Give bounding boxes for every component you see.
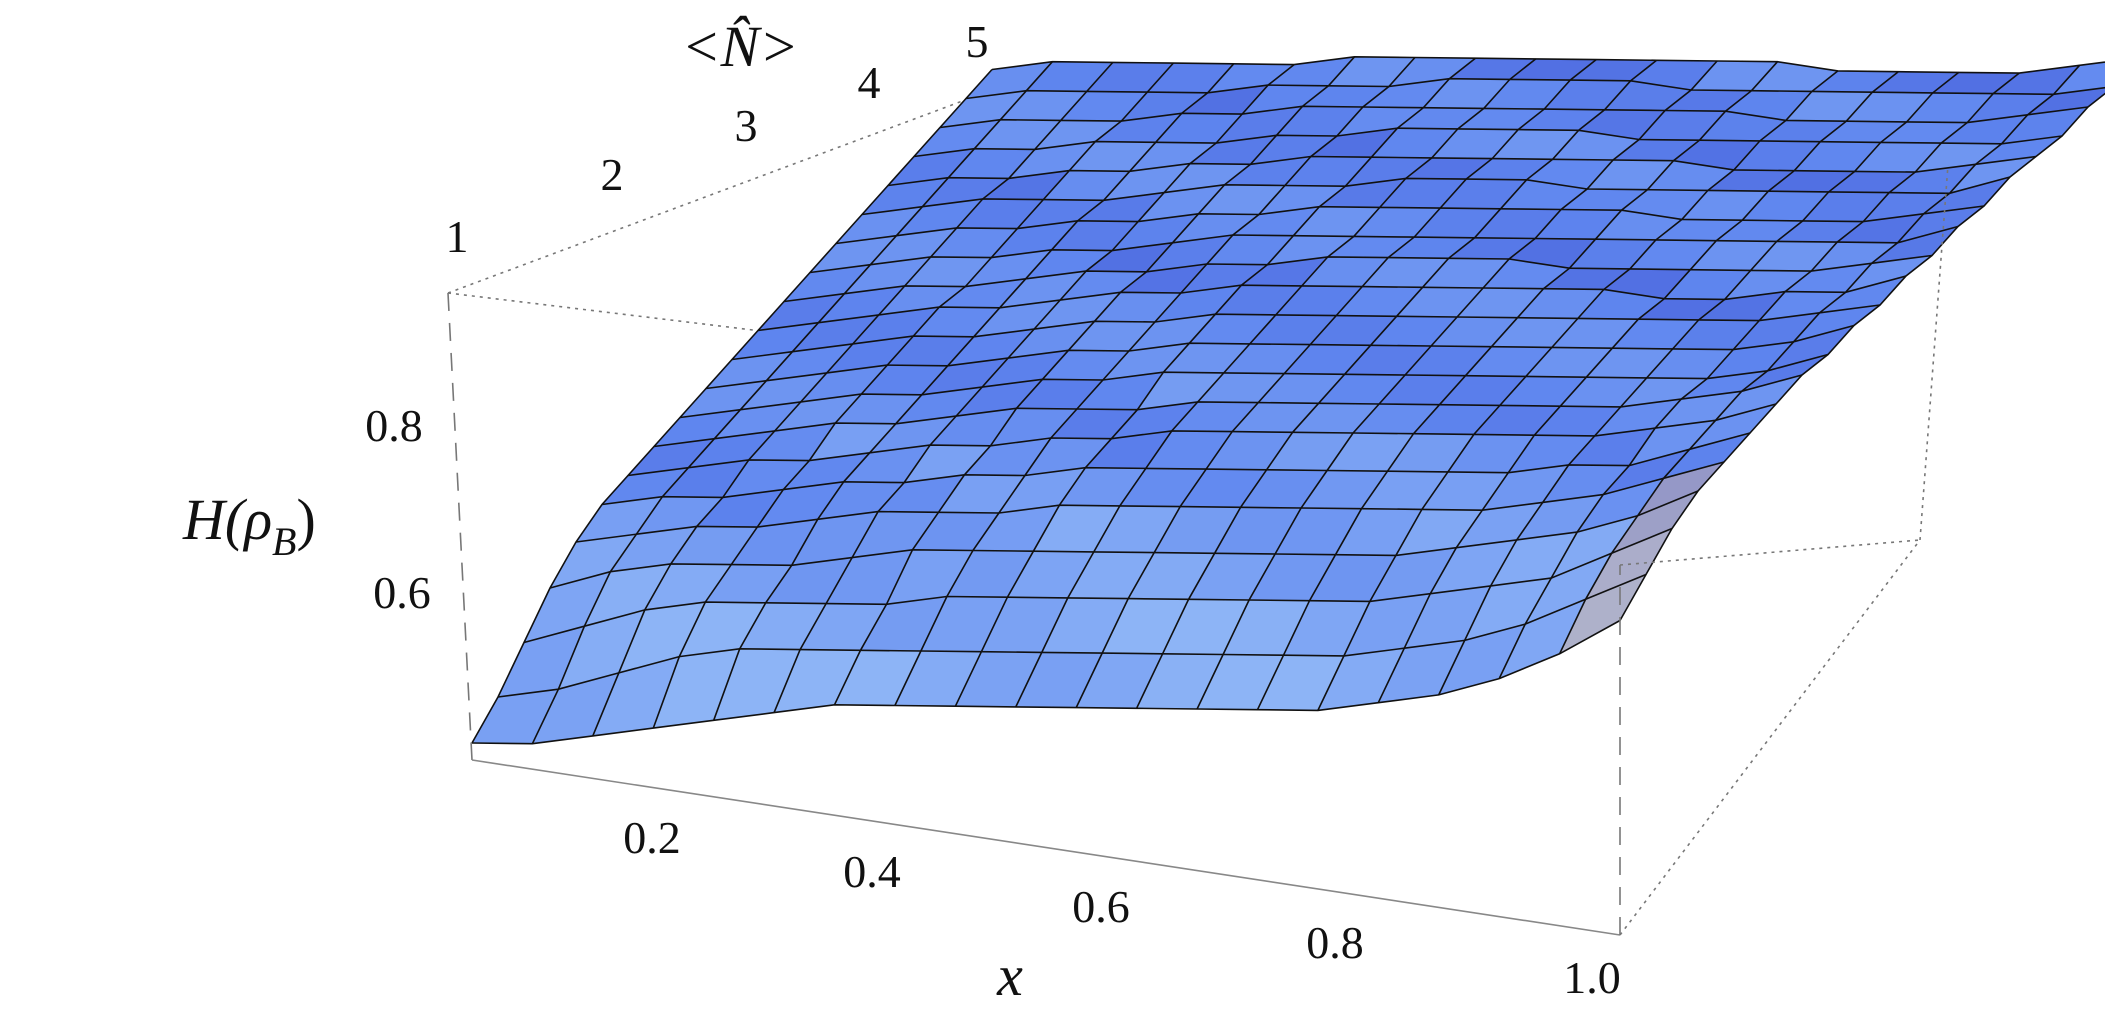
mesh-line-n xyxy=(861,176,2011,216)
h-axis-label: H(ρB) xyxy=(182,487,316,564)
n-tick-label: 3 xyxy=(735,100,758,151)
mesh-line-n xyxy=(731,304,1881,361)
mesh-line-n xyxy=(991,55,2105,74)
mesh-line-n xyxy=(705,324,1855,390)
mesh-line-n xyxy=(627,403,1777,477)
mesh-line-n xyxy=(653,374,1803,448)
mesh-line-n xyxy=(523,527,1673,644)
mesh-line-n xyxy=(497,573,1647,698)
h-tick-label: 0.6 xyxy=(373,567,431,618)
bounding-box-front xyxy=(447,164,1949,936)
n-tick-label: 2 xyxy=(601,149,624,200)
x-tick-label: 0.4 xyxy=(843,846,901,897)
mesh-line-n xyxy=(887,155,2037,187)
x-tick-label: 0.8 xyxy=(1306,917,1364,968)
mesh-line-n xyxy=(471,619,1621,745)
mesh-line-n xyxy=(601,432,1751,506)
mesh-line-n xyxy=(575,461,1725,543)
x-tick-label: 0.6 xyxy=(1072,881,1130,932)
n-tick-label: 1 xyxy=(446,211,469,262)
n-tick-label: 4 xyxy=(858,57,881,108)
mesh-line-n xyxy=(939,105,2089,129)
mesh-line-n xyxy=(835,205,1985,245)
x-axis: 0.2 0.4 0.6 0.8 1.0 x xyxy=(623,812,1621,1008)
mesh-line-n xyxy=(549,490,1699,589)
mesh-line-n xyxy=(809,225,1959,274)
n-tick-label: 5 xyxy=(966,16,989,67)
h-tick-label: 0.8 xyxy=(365,400,423,451)
surface-mesh xyxy=(471,55,2105,745)
x-tick-label: 0.2 xyxy=(623,812,681,863)
mesh-line-n xyxy=(913,127,2063,158)
mesh-line-n xyxy=(679,353,1829,419)
h-axis: 0.8 0.6 H(ρB) xyxy=(182,400,431,618)
x-axis-label: x xyxy=(996,943,1023,1008)
mesh-line-n xyxy=(965,77,2105,100)
surface xyxy=(471,56,2105,745)
x-tick-label: 1.0 xyxy=(1563,952,1621,1003)
n-axis: 1 2 3 4 5 <N̂> xyxy=(446,14,989,262)
mesh-line-n xyxy=(757,275,1907,332)
n-axis-label: <N̂> xyxy=(682,14,799,79)
mesh-line-n xyxy=(783,254,1933,303)
